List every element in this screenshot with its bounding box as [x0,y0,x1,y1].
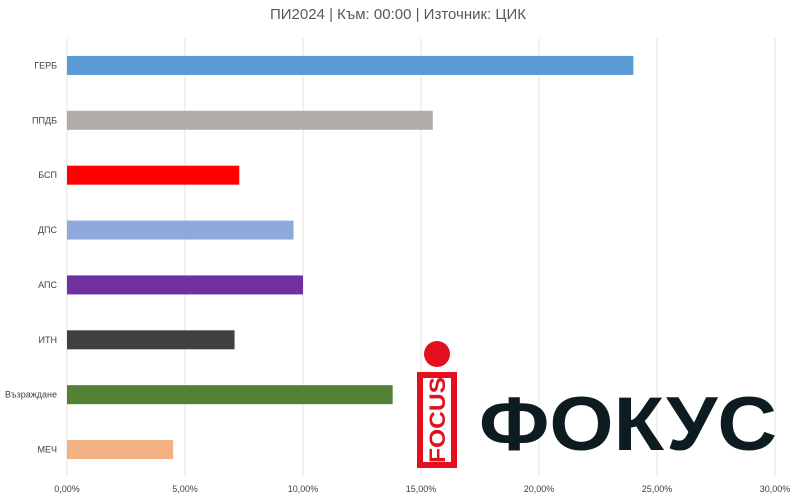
bar [67,275,303,295]
x-tick-label: 10,00% [288,484,319,494]
bar [67,330,235,350]
x-tick-label: 30,00% [760,484,791,494]
category-label: БСП [38,170,57,180]
bar [67,55,634,75]
logo-bar-bottom [417,462,457,468]
category-labels: ГЕРБ ППДБ БСП ДПС АПС ИТН Възраждане МЕЧ [5,60,58,454]
x-tick-label: 25,00% [642,484,673,494]
category-label: Възраждане [5,390,57,400]
category-label: АПС [38,280,57,290]
logo-bar-right [451,372,457,468]
x-tick-label: 20,00% [524,484,555,494]
category-label: ППДБ [32,115,57,125]
category-label: ИТН [39,335,57,345]
logo-word: ФОКУС [479,382,777,467]
bar [67,440,174,460]
bar [67,165,240,185]
logo-focus-text: FOCUS [425,377,450,463]
x-tick-label: 15,00% [406,484,437,494]
bar [67,385,393,405]
category-label: ГЕРБ [34,60,57,70]
bar [67,110,433,130]
logo-bar-top [417,372,457,378]
x-axis-tick-labels: 0,00% 5,00% 10,00% 15,00% 20,00% 25,00% 30,00% [54,484,790,494]
x-tick-label: 5,00% [172,484,198,494]
logo-dot [424,341,450,367]
x-tick-label: 0,00% [54,484,80,494]
category-label: МЕЧ [38,445,58,455]
logo-bar-left [417,372,423,468]
category-label: ДПС [38,225,58,235]
bars [67,55,634,460]
bar [67,220,294,240]
focus-logo: FOCUS ФОКУС [417,341,777,468]
chart-title: ПИ2024 | Към: 00:00 | Източник: ЦИК [270,6,526,23]
